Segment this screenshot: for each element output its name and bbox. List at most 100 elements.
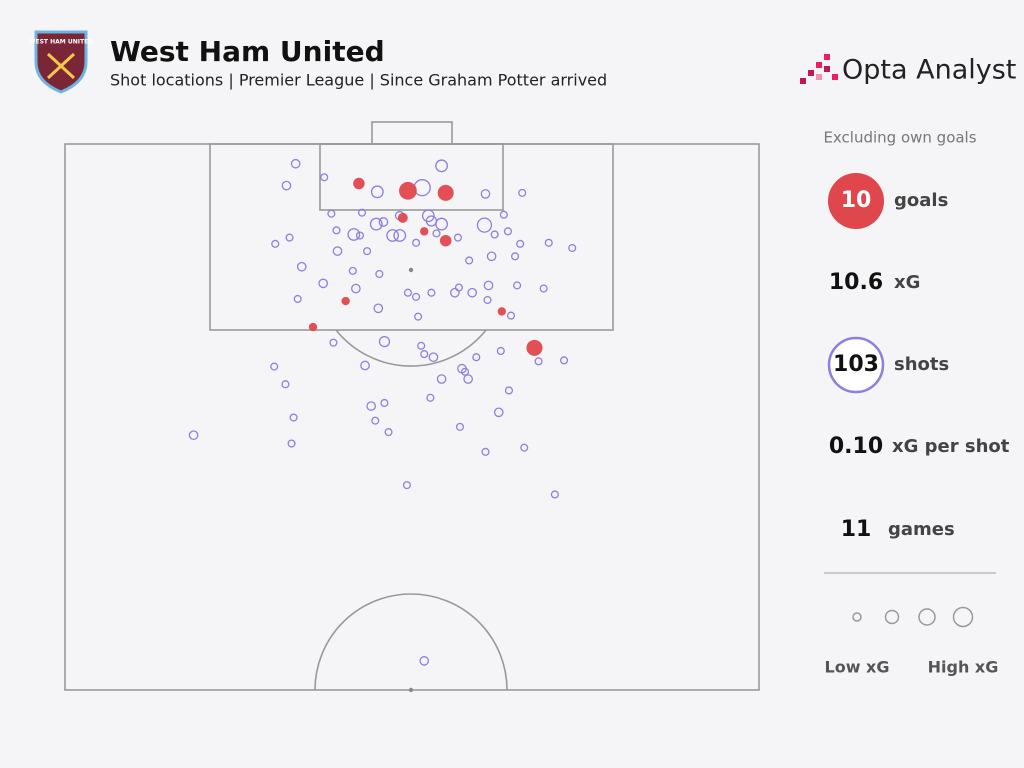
- stat-value: 103: [833, 352, 879, 377]
- shot: [332, 246, 343, 256]
- size-legend-high: High xG: [928, 658, 999, 677]
- shot: [281, 380, 290, 389]
- shot: [568, 243, 577, 253]
- shot: [308, 322, 318, 332]
- shot: [320, 173, 329, 182]
- shot: [518, 188, 527, 197]
- shot: [435, 217, 449, 231]
- shot: [289, 413, 298, 422]
- shot: [293, 294, 302, 304]
- shot: [520, 443, 529, 452]
- shot: [332, 226, 341, 235]
- shot: [476, 217, 493, 233]
- shot: [375, 269, 384, 279]
- pitch: [64, 121, 760, 693]
- stats-panel: 10 goals 10.6 xG 103 shots 0.10 xG per shot 11 ga…: [827, 173, 1010, 542]
- shot: [327, 209, 336, 218]
- shot: [427, 288, 436, 297]
- shot: [420, 350, 429, 359]
- stat-label: shots: [894, 354, 949, 375]
- shot: [355, 231, 365, 240]
- shot: [511, 252, 520, 261]
- shot: [504, 386, 514, 395]
- shot: [378, 335, 391, 348]
- stat-label: goals: [894, 190, 948, 211]
- shot: [439, 234, 452, 247]
- shot: [378, 217, 389, 227]
- shot: [413, 179, 431, 197]
- shot: [348, 266, 357, 275]
- shot: [412, 238, 421, 247]
- shot: [526, 339, 543, 356]
- shot: [271, 239, 280, 248]
- shot: [506, 311, 516, 320]
- shot: [318, 278, 329, 289]
- shot: [493, 407, 504, 418]
- stat-label: xG per shot: [892, 436, 1010, 457]
- shot: [380, 398, 389, 408]
- shot: [454, 283, 464, 292]
- stat-value: 11: [841, 517, 872, 542]
- title: West Ham United: [110, 35, 385, 68]
- shot: [516, 239, 525, 248]
- stat-value: 10.6: [829, 270, 883, 295]
- shot: [481, 447, 490, 456]
- shot: [296, 261, 307, 272]
- shot: [463, 374, 473, 384]
- shot: [373, 303, 384, 314]
- stat-value: 10: [841, 188, 872, 213]
- shot: [290, 158, 301, 169]
- shot: [270, 362, 279, 371]
- shot: [534, 357, 543, 366]
- shot: [366, 401, 377, 411]
- shot: [370, 185, 384, 199]
- subtitle: Shot locations | Premier League | Since …: [110, 71, 607, 90]
- shots: [188, 158, 577, 666]
- shot: [341, 296, 350, 306]
- shot: [426, 393, 435, 402]
- shot: [419, 656, 430, 666]
- shot: [188, 430, 199, 441]
- shot: [384, 428, 393, 437]
- shot: [281, 180, 292, 191]
- shot: [369, 217, 383, 231]
- stat-value: 0.10: [829, 434, 883, 459]
- shot: [467, 287, 478, 298]
- shot: [428, 352, 439, 363]
- shot: [402, 481, 411, 490]
- shot: [483, 280, 494, 291]
- size-legend-low: Low xG: [825, 658, 890, 677]
- shot: [420, 227, 429, 236]
- crest-text: WEST HAM UNITED: [29, 39, 93, 46]
- shot: [329, 338, 338, 347]
- shot: [347, 228, 361, 241]
- shot: [472, 353, 481, 362]
- shot: [450, 287, 460, 298]
- shot: [414, 312, 423, 321]
- goals-badge: [828, 173, 884, 229]
- shot: [497, 307, 507, 316]
- shot: [353, 177, 365, 190]
- shot: [421, 209, 435, 223]
- shot: [371, 416, 380, 425]
- shot: [461, 367, 470, 376]
- shot: [397, 212, 408, 223]
- shot: [496, 346, 505, 356]
- shot: [465, 256, 474, 265]
- shot: [435, 159, 449, 173]
- shot: [351, 283, 361, 294]
- shot: [499, 210, 508, 219]
- shot: [513, 281, 522, 290]
- shot: [399, 181, 417, 200]
- size-legend: [852, 606, 974, 628]
- brand-logo: Opta Analyst: [800, 54, 1016, 86]
- shot: [432, 229, 441, 238]
- brand: Opta Analyst: [842, 55, 1016, 86]
- shot: [403, 288, 412, 297]
- stats-note: Excluding own goals: [823, 129, 976, 147]
- shot: [437, 184, 454, 201]
- shot: [503, 227, 512, 236]
- shot: [436, 374, 447, 384]
